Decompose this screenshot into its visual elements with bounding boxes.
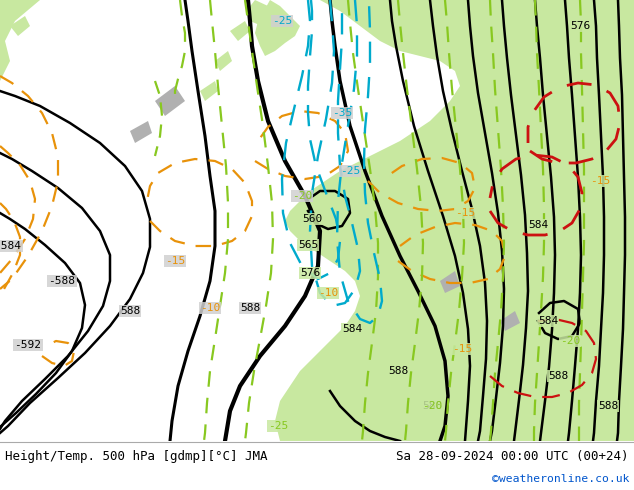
Polygon shape bbox=[440, 271, 460, 293]
Polygon shape bbox=[130, 121, 152, 143]
Text: -10: -10 bbox=[200, 303, 220, 313]
Text: -15: -15 bbox=[165, 256, 185, 266]
Polygon shape bbox=[0, 0, 40, 51]
Text: -25: -25 bbox=[272, 16, 292, 26]
Text: -20: -20 bbox=[560, 336, 580, 346]
Text: -15: -15 bbox=[455, 208, 475, 218]
Text: ©weatheronline.co.uk: ©weatheronline.co.uk bbox=[491, 474, 629, 484]
Text: 588: 588 bbox=[598, 401, 618, 411]
Polygon shape bbox=[230, 21, 250, 41]
Text: -35: -35 bbox=[332, 108, 352, 118]
Text: -584: -584 bbox=[0, 241, 22, 251]
Text: 588: 588 bbox=[548, 371, 568, 381]
Text: -10: -10 bbox=[318, 288, 338, 298]
Text: -15: -15 bbox=[590, 176, 610, 186]
Text: 584: 584 bbox=[528, 220, 548, 230]
Text: 560: 560 bbox=[302, 214, 322, 224]
Polygon shape bbox=[500, 311, 520, 331]
Polygon shape bbox=[0, 0, 8, 11]
Polygon shape bbox=[155, 86, 185, 116]
Polygon shape bbox=[248, 0, 272, 26]
Text: -25: -25 bbox=[268, 421, 288, 431]
Text: 576: 576 bbox=[300, 268, 320, 278]
Text: -15: -15 bbox=[452, 344, 472, 354]
Polygon shape bbox=[200, 81, 218, 101]
Polygon shape bbox=[275, 0, 634, 441]
Text: -20: -20 bbox=[292, 191, 312, 201]
Polygon shape bbox=[255, 0, 300, 56]
Text: 565: 565 bbox=[298, 240, 318, 250]
Polygon shape bbox=[450, 0, 634, 191]
Text: -20: -20 bbox=[422, 401, 442, 411]
Text: 584: 584 bbox=[342, 324, 362, 334]
Text: -592: -592 bbox=[15, 340, 41, 350]
Polygon shape bbox=[0, 41, 10, 81]
Polygon shape bbox=[215, 51, 232, 71]
Text: 588: 588 bbox=[422, 401, 442, 411]
Text: 584: 584 bbox=[538, 316, 558, 326]
Text: Height/Temp. 500 hPa [gdmp][°C] JMA: Height/Temp. 500 hPa [gdmp][°C] JMA bbox=[5, 450, 268, 463]
Text: 588: 588 bbox=[240, 303, 260, 313]
Text: Sa 28-09-2024 00:00 UTC (00+24): Sa 28-09-2024 00:00 UTC (00+24) bbox=[396, 450, 629, 463]
Text: 588: 588 bbox=[388, 366, 408, 376]
Text: 576: 576 bbox=[570, 21, 590, 31]
Text: -25: -25 bbox=[340, 166, 360, 176]
Text: 588: 588 bbox=[120, 306, 140, 316]
Text: -588: -588 bbox=[48, 276, 75, 286]
Polygon shape bbox=[10, 16, 30, 36]
